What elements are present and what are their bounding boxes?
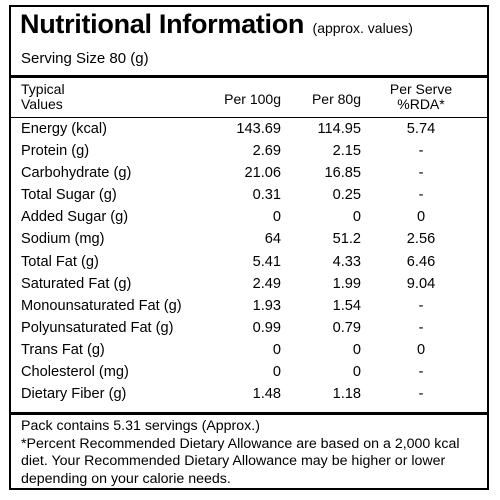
value-rda: 5.74 [406,121,436,137]
value-rda: - [418,165,424,182]
value-per-100g: 143.69 [236,121,281,137]
value-rda: - [418,143,424,160]
nutrient-name: Protein (g) [21,143,90,160]
header-per-100g: Per 100g [224,91,281,107]
table-row: Sodium (mg) 64 51.2 2.56 [11,229,487,251]
value-rda: 2.56 [406,231,436,248]
value-per-80g: 1.99 [332,275,361,292]
value-per-100g: 0 [272,209,281,226]
value-per-80g: 0 [352,364,361,381]
value-per-100g: 1.93 [252,297,281,314]
nutrient-name: Monounsaturated Fat (g) [21,297,182,314]
nutrient-name: Dietary Fiber (g) [21,386,127,403]
header-per-80g: Per 80g [311,91,361,107]
header-per-serve-line1: Per Serve [389,81,453,97]
value-per-80g: 0.25 [332,187,361,204]
servings-note: Pack contains 5.31 servings (Approx.) [21,418,260,434]
rule-footer-top [11,412,487,415]
nutrient-name: Energy (kcal) [21,121,107,137]
value-per-100g: 0 [272,364,281,381]
header-typical-line1: Typical [21,81,65,97]
value-per-100g: 21.06 [244,165,281,182]
value-per-80g: 4.33 [332,253,361,270]
header-per-serve-rda: Per Serve %RDA* [366,82,476,112]
nutrient-name: Carbohydrate (g) [21,165,132,182]
value-rda: - [418,386,424,403]
header-per-serve-line2: %RDA* [397,96,445,112]
table-row: Trans Fat (g) 0 0 0 [11,340,487,362]
title-note: (approx. values) [312,20,413,36]
value-rda: - [418,319,424,336]
value-rda: - [418,297,424,314]
value-rda: 0 [416,341,426,358]
value-per-100g: 0.31 [252,187,281,204]
nutrient-table: Energy (kcal) 143.69 114.95 5.74 Protein (g… [11,119,487,406]
nutrient-name: Polyunsaturated Fat (g) [21,319,174,336]
value-per-100g: 64 [264,231,281,248]
table-row: Polyunsaturated Fat (g) 0.99 0.79 - [11,318,487,340]
title-row: Nutritional Information (approx. values) [20,9,413,40]
nutrient-name: Sodium (mg) [21,231,105,248]
header-typical-values: Typical Values [21,82,65,112]
rda-disclaimer: *Percent Recommended Dietary Allowance a… [21,435,460,487]
value-rda: - [418,364,424,381]
table-row: Total Sugar (g) 0.31 0.25 - [11,185,487,207]
value-per-80g: 0 [352,341,361,358]
table-row: Protein (g) 2.69 2.15 - [11,141,487,163]
value-per-80g: 16.85 [324,165,361,182]
table-row: Total Fat (g) 5.41 4.33 6.46 [11,252,487,274]
table-row: Carbohydrate (g) 21.06 16.85 - [11,163,487,185]
table-row: Added Sugar (g) 0 0 0 [11,207,487,229]
nutrient-name: Total Fat (g) [21,253,99,270]
nutrition-panel: Nutritional Information (approx. values)… [9,5,489,490]
value-per-80g: 114.95 [317,121,361,137]
nutrient-name: Trans Fat (g) [21,341,105,358]
table-row: Saturated Fat (g) 2.49 1.99 9.04 [11,274,487,296]
value-per-80g: 0 [352,209,361,226]
footer-notes: Pack contains 5.31 servings (Approx.) *P… [21,418,481,488]
value-rda: - [418,187,424,204]
nutrient-name: Cholesterol (mg) [21,364,129,381]
rule-header-bottom [11,117,487,118]
rule-header-top [11,75,487,78]
value-rda: 0 [416,209,426,226]
value-rda: 6.46 [406,253,436,270]
value-per-100g: 0 [272,341,281,358]
table-row: Dietary Fiber (g) 1.48 1.18 - [11,384,487,406]
value-per-100g: 2.49 [252,275,281,292]
value-per-100g: 2.69 [252,143,281,160]
nutrient-name: Saturated Fat (g) [21,275,132,292]
value-per-100g: 1.48 [252,386,281,403]
value-per-80g: 1.54 [332,297,361,314]
value-rda: 9.04 [406,275,436,292]
value-per-80g: 0.79 [332,319,361,336]
panel-title: Nutritional Information [20,9,305,39]
serving-size: Serving Size 80 (g) [21,50,149,67]
value-per-80g: 1.18 [332,386,361,403]
table-row: Monounsaturated Fat (g) 1.93 1.54 - [11,296,487,318]
table-row: Cholesterol (mg) 0 0 - [11,362,487,384]
nutrient-name: Added Sugar (g) [21,209,129,226]
header-typical-line2: Values [21,96,63,112]
value-per-80g: 51.2 [332,231,361,248]
nutrient-name: Total Sugar (g) [21,187,117,204]
table-row: Energy (kcal) 143.69 114.95 5.74 [11,119,487,141]
value-per-80g: 2.15 [332,143,361,160]
value-per-100g: 0.99 [252,319,281,336]
value-per-100g: 5.41 [252,253,281,270]
